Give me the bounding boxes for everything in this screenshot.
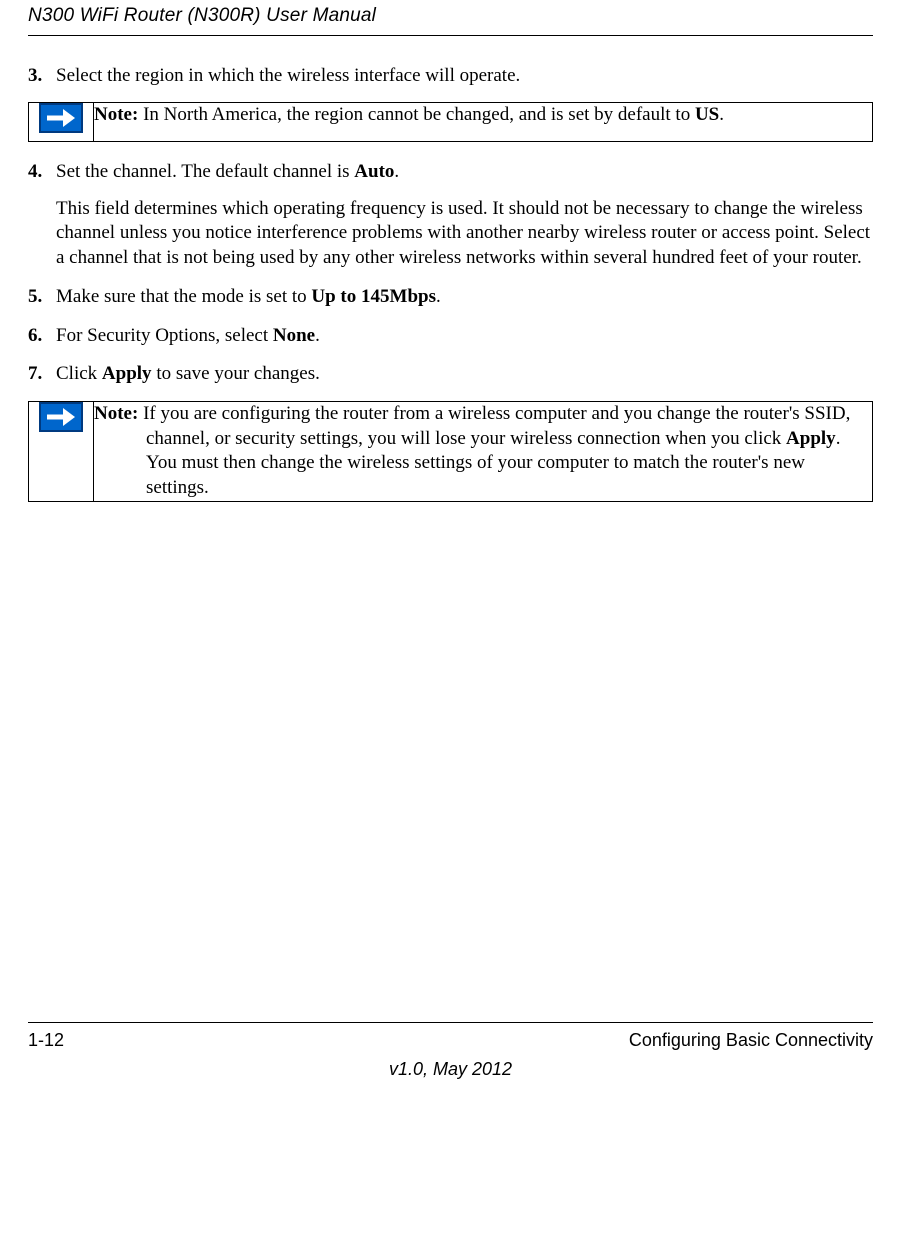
text-run: to save your changes. bbox=[152, 363, 320, 384]
step-body: Select the region in which the wireless … bbox=[56, 64, 873, 89]
step-number: 7. bbox=[28, 362, 56, 387]
step-number: 4. bbox=[28, 160, 56, 271]
page-number: 1-12 bbox=[28, 1029, 64, 1052]
footer-row: 1-12 Configuring Basic Connectivity bbox=[28, 1029, 873, 1052]
note-box-apply-warning: Note: If you are configuring the router … bbox=[28, 401, 873, 502]
version-date: v1.0, May 2012 bbox=[28, 1058, 873, 1081]
text-run: . bbox=[436, 286, 441, 307]
note-hanging: Note: If you are configuring the router … bbox=[94, 402, 872, 501]
step-4: 4. Set the channel. The default channel … bbox=[28, 160, 873, 271]
step-paragraph: This field determines which operating fr… bbox=[56, 197, 873, 271]
step-body: Set the channel. The default channel is … bbox=[56, 160, 873, 271]
note-label: Note: bbox=[94, 104, 138, 125]
text-run: Make sure that the mode is set to bbox=[56, 286, 311, 307]
header-rule bbox=[28, 35, 873, 36]
note-text: In North America, the region cannot be c… bbox=[138, 104, 695, 125]
step-body: For Security Options, select None. bbox=[56, 324, 873, 349]
text-run: . bbox=[394, 161, 399, 182]
step-line: For Security Options, select None. bbox=[56, 324, 873, 349]
text-bold: None bbox=[273, 325, 315, 346]
step-6: 6. For Security Options, select None. bbox=[28, 324, 873, 349]
note-icon-cell bbox=[29, 103, 94, 142]
step-line: Make sure that the mode is set to Up to … bbox=[56, 285, 873, 310]
step-text: Select the region in which the wireless … bbox=[56, 64, 873, 89]
page: N300 WiFi Router (N300R) User Manual 3. … bbox=[0, 4, 901, 1081]
step-body: Make sure that the mode is set to Up to … bbox=[56, 285, 873, 310]
arrow-right-icon bbox=[39, 103, 83, 133]
note-bold: Apply bbox=[786, 428, 836, 449]
footer: 1-12 Configuring Basic Connectivity v1.0… bbox=[28, 1022, 873, 1082]
note-box-region: Note: In North America, the region canno… bbox=[28, 102, 873, 142]
note-text: If you are configuring the router from a… bbox=[138, 403, 850, 449]
text-bold: Auto bbox=[354, 161, 394, 182]
header: N300 WiFi Router (N300R) User Manual bbox=[28, 4, 873, 29]
note-label: Note: bbox=[94, 403, 138, 424]
step-7: 7. Click Apply to save your changes. bbox=[28, 362, 873, 387]
note-icon-cell bbox=[29, 401, 94, 501]
step-number: 3. bbox=[28, 64, 56, 89]
step-number: 6. bbox=[28, 324, 56, 349]
step-line: Set the channel. The default channel is … bbox=[56, 160, 873, 185]
text-run: . bbox=[315, 325, 320, 346]
step-number: 5. bbox=[28, 285, 56, 310]
text-bold: Apply bbox=[102, 363, 152, 384]
text-run: Set the channel. The default channel is bbox=[56, 161, 354, 182]
note-bold: US bbox=[695, 104, 719, 125]
text-run: Click bbox=[56, 363, 102, 384]
note-text-cell: Note: If you are configuring the router … bbox=[94, 401, 873, 501]
section-title: Configuring Basic Connectivity bbox=[629, 1029, 873, 1052]
note-suffix: . bbox=[719, 104, 724, 125]
footer-rule bbox=[28, 1022, 873, 1023]
step-3: 3. Select the region in which the wirele… bbox=[28, 64, 873, 89]
text-run: For Security Options, select bbox=[56, 325, 273, 346]
step-line: Click Apply to save your changes. bbox=[56, 362, 873, 387]
arrow-right-icon bbox=[39, 402, 83, 432]
manual-title: N300 WiFi Router (N300R) User Manual bbox=[28, 4, 376, 29]
text-bold: Up to 145Mbps bbox=[311, 286, 436, 307]
step-5: 5. Make sure that the mode is set to Up … bbox=[28, 285, 873, 310]
note-text-cell: Note: In North America, the region canno… bbox=[94, 103, 873, 142]
step-body: Click Apply to save your changes. bbox=[56, 362, 873, 387]
